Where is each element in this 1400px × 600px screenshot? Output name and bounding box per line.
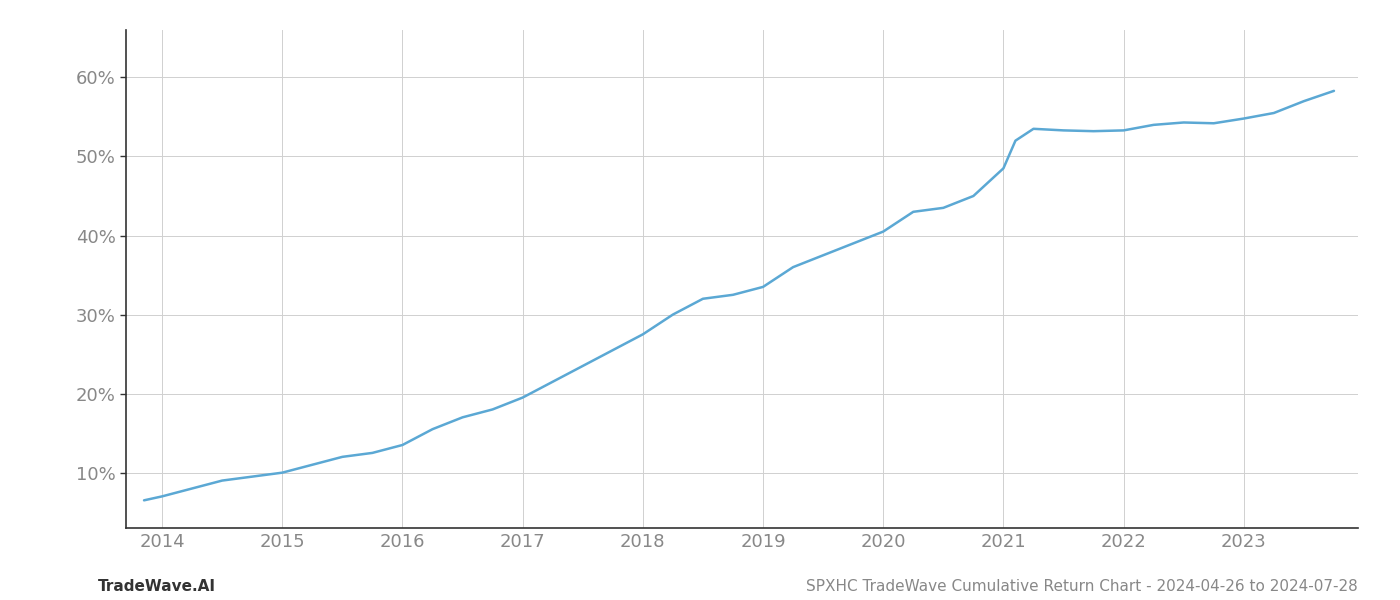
- Text: TradeWave.AI: TradeWave.AI: [98, 579, 216, 594]
- Text: SPXHC TradeWave Cumulative Return Chart - 2024-04-26 to 2024-07-28: SPXHC TradeWave Cumulative Return Chart …: [806, 579, 1358, 594]
